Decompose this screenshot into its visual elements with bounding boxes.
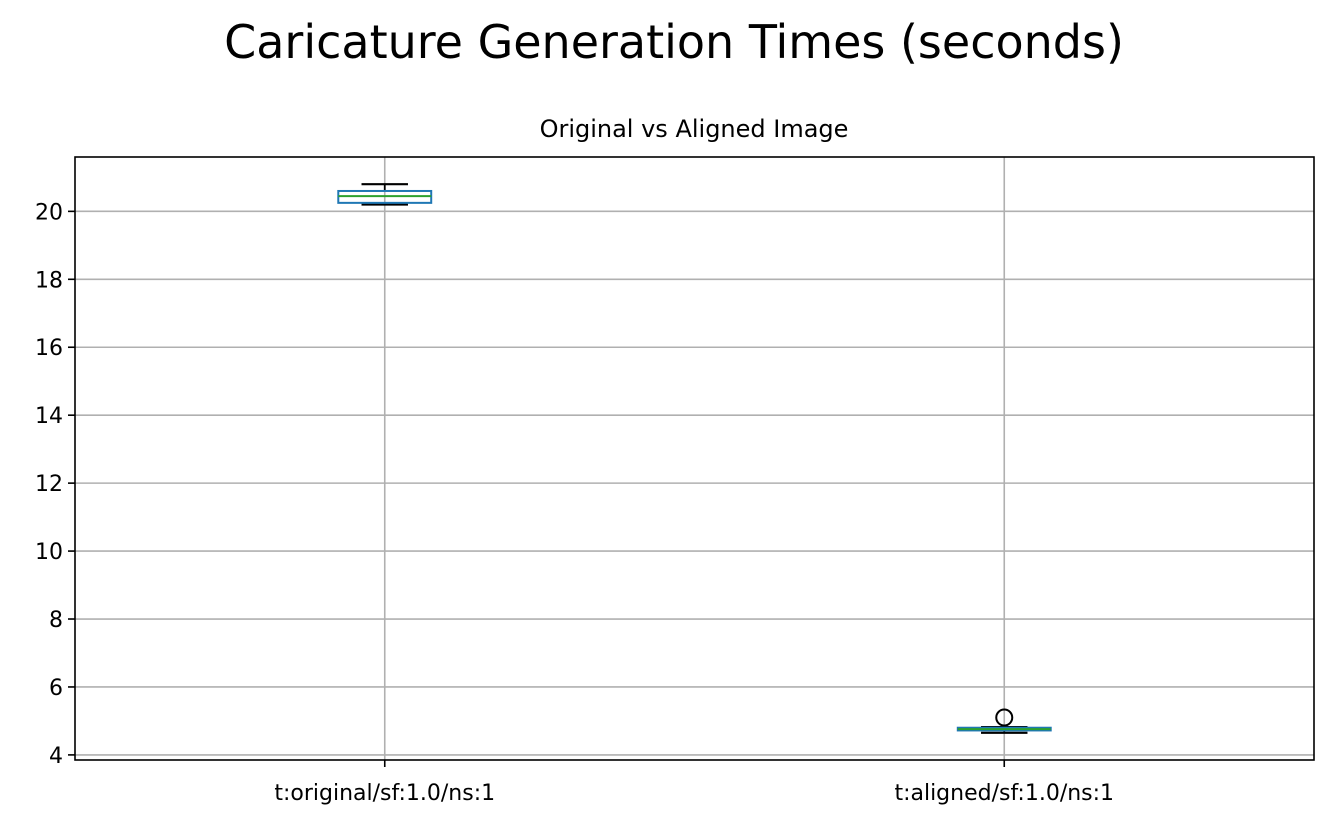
axis-ticks: 4 6 8 10 12 14 16 18 20 t:original/sf:1.0/ns:1 t:a… (35, 200, 1114, 806)
figure-title: Caricature Generation Times (seconds) (224, 15, 1124, 69)
y-tick-label: 14 (35, 404, 63, 429)
y-tick-label: 4 (49, 744, 63, 769)
y-tick-label: 12 (35, 472, 63, 497)
y-tick-label: 20 (35, 200, 63, 225)
box-series (337, 183, 1052, 734)
box-2 (956, 708, 1052, 734)
y-tick-label: 6 (49, 676, 63, 701)
x-tick-label: t:aligned/sf:1.0/ns:1 (894, 781, 1114, 806)
axes-title: Original vs Aligned Image (540, 115, 849, 143)
box-1 (337, 183, 433, 206)
y-tick-label: 18 (35, 268, 63, 293)
grid-lines (75, 157, 1314, 760)
outlier-point (995, 708, 1014, 727)
y-tick-label: 16 (35, 336, 63, 361)
axes-frame (74, 156, 1315, 761)
x-tick-label: t:original/sf:1.0/ns:1 (274, 781, 495, 806)
y-tick-label: 8 (49, 608, 63, 633)
y-tick-label: 10 (35, 540, 63, 565)
